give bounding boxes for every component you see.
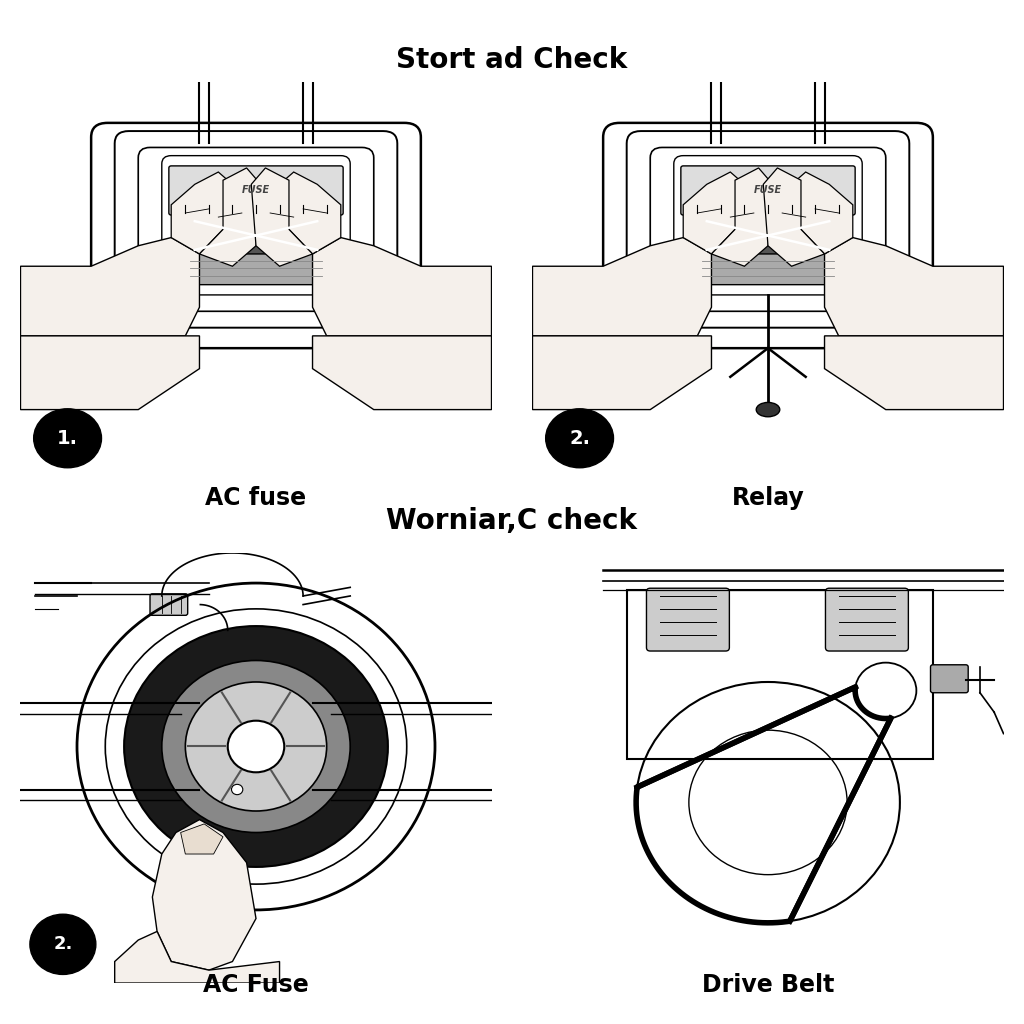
- Circle shape: [162, 660, 350, 833]
- Polygon shape: [20, 336, 200, 410]
- Circle shape: [546, 409, 613, 468]
- FancyBboxPatch shape: [690, 215, 846, 256]
- FancyBboxPatch shape: [690, 254, 846, 285]
- Polygon shape: [280, 172, 341, 254]
- Polygon shape: [763, 168, 824, 266]
- Polygon shape: [200, 168, 261, 266]
- FancyBboxPatch shape: [646, 588, 729, 651]
- Polygon shape: [251, 168, 312, 266]
- Text: Drive Belt: Drive Belt: [701, 973, 835, 996]
- Polygon shape: [792, 172, 853, 254]
- Polygon shape: [115, 932, 280, 983]
- Polygon shape: [312, 336, 492, 410]
- Circle shape: [30, 914, 96, 975]
- FancyBboxPatch shape: [178, 254, 334, 285]
- FancyBboxPatch shape: [931, 665, 969, 692]
- Polygon shape: [824, 336, 1004, 410]
- FancyBboxPatch shape: [178, 215, 334, 256]
- Polygon shape: [312, 238, 492, 336]
- Circle shape: [185, 682, 327, 811]
- Text: Worniar,C check: Worniar,C check: [386, 507, 638, 535]
- FancyBboxPatch shape: [825, 588, 908, 651]
- Polygon shape: [180, 824, 223, 854]
- Text: FUSE: FUSE: [242, 185, 270, 196]
- Text: AC fuse: AC fuse: [206, 486, 306, 510]
- Text: Stort ad Check: Stort ad Check: [396, 46, 628, 74]
- Text: 2.: 2.: [53, 935, 73, 953]
- Polygon shape: [683, 172, 744, 254]
- Ellipse shape: [756, 402, 780, 417]
- Circle shape: [124, 626, 388, 867]
- FancyBboxPatch shape: [151, 594, 187, 615]
- Text: 2.: 2.: [569, 429, 590, 447]
- Polygon shape: [153, 819, 256, 970]
- Polygon shape: [532, 238, 712, 336]
- FancyBboxPatch shape: [169, 166, 343, 215]
- Polygon shape: [712, 168, 773, 266]
- Circle shape: [34, 409, 101, 468]
- Polygon shape: [532, 336, 712, 410]
- Text: 1.: 1.: [57, 429, 78, 447]
- Polygon shape: [20, 238, 200, 336]
- Circle shape: [227, 721, 285, 772]
- Text: Relay: Relay: [731, 486, 805, 510]
- Polygon shape: [171, 172, 232, 254]
- FancyBboxPatch shape: [681, 166, 855, 215]
- Circle shape: [231, 784, 243, 795]
- Polygon shape: [824, 238, 1004, 336]
- Text: AC Fuse: AC Fuse: [203, 973, 309, 996]
- Text: FUSE: FUSE: [754, 185, 782, 196]
